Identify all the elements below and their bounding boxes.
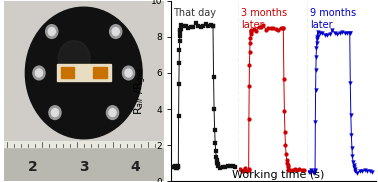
Circle shape: [33, 66, 45, 80]
Circle shape: [46, 25, 58, 38]
Bar: [4, 141, 164, 181]
Bar: [60, 67, 74, 78]
Circle shape: [110, 25, 122, 38]
Text: 4: 4: [130, 160, 140, 174]
Text: That day: That day: [173, 8, 216, 18]
Text: Working time (s): Working time (s): [232, 170, 324, 180]
Bar: [57, 64, 111, 81]
Circle shape: [107, 106, 119, 119]
Bar: [4, 141, 164, 147]
Circle shape: [25, 7, 142, 139]
Circle shape: [112, 28, 119, 35]
Bar: [93, 67, 107, 78]
Text: 3 months
later: 3 months later: [241, 8, 287, 30]
Circle shape: [58, 41, 90, 77]
Text: 2: 2: [28, 160, 37, 174]
Circle shape: [125, 69, 132, 77]
Circle shape: [36, 69, 42, 77]
Circle shape: [109, 109, 116, 117]
Y-axis label: R$_{air}$ /R$_{gas}$: R$_{air}$ /R$_{gas}$: [133, 67, 149, 115]
Circle shape: [48, 28, 55, 35]
Circle shape: [122, 66, 135, 80]
Text: 3: 3: [79, 160, 88, 174]
Text: 9 months
later: 9 months later: [310, 8, 356, 30]
Circle shape: [49, 106, 61, 119]
Circle shape: [51, 109, 59, 117]
